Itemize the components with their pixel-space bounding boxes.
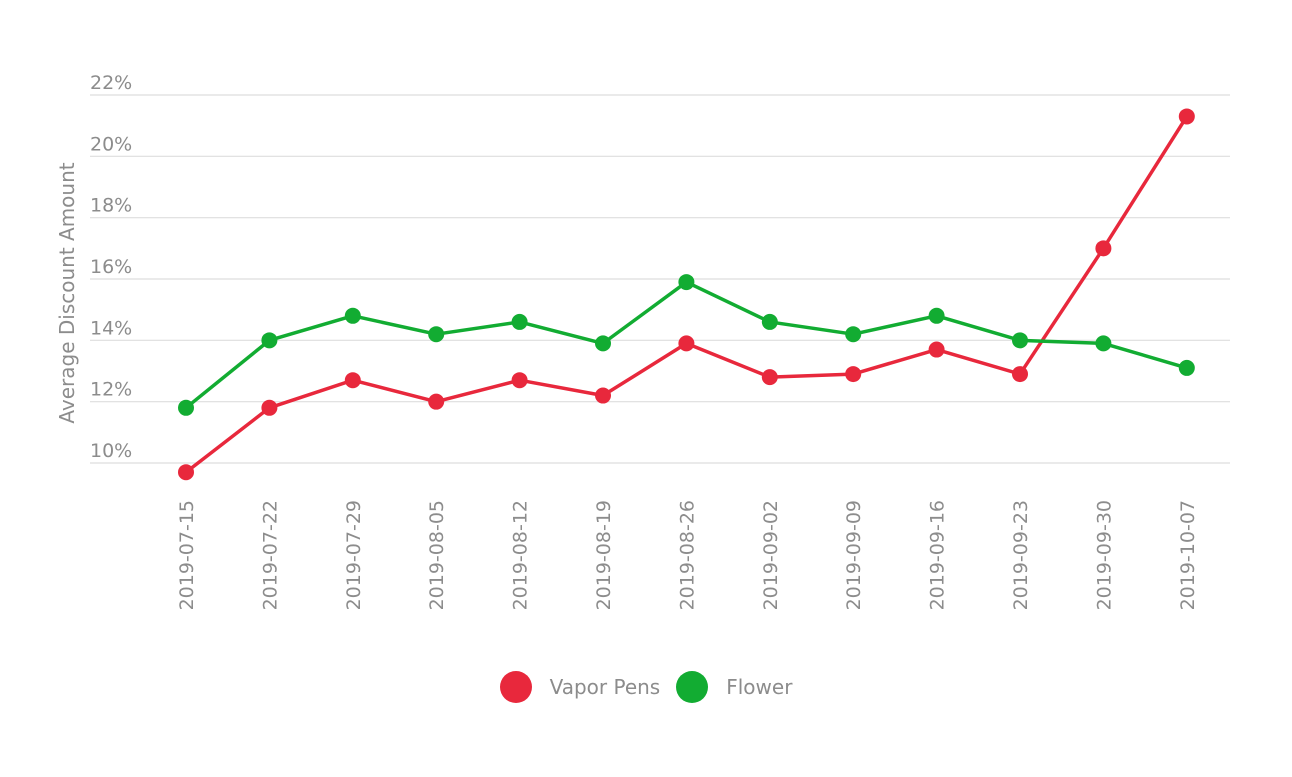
data-point bbox=[595, 335, 611, 352]
legend-item: Flower bbox=[676, 671, 792, 703]
data-point bbox=[344, 372, 361, 389]
legend-item: Vapor Pens bbox=[499, 671, 661, 703]
x-tick-label: 2019-09-09 bbox=[843, 500, 865, 610]
legend-marker bbox=[676, 671, 709, 703]
y-tick-label: 20% bbox=[90, 133, 132, 155]
data-point bbox=[678, 335, 695, 352]
y-tick-label: 18% bbox=[90, 195, 132, 217]
y-axis-label: Average Discount Amount bbox=[55, 162, 79, 423]
x-tick-label: 2019-07-22 bbox=[259, 500, 281, 610]
x-tick-label: 2019-07-29 bbox=[343, 500, 365, 610]
legend: Vapor Pens Flower bbox=[0, 671, 1292, 703]
data-point bbox=[261, 332, 278, 349]
data-point bbox=[1095, 240, 1112, 257]
data-point bbox=[178, 399, 194, 416]
y-tick-label: 10% bbox=[90, 440, 132, 462]
data-point bbox=[845, 326, 862, 343]
data-point bbox=[595, 387, 611, 404]
y-tick-label: 14% bbox=[90, 317, 132, 339]
data-point bbox=[511, 313, 528, 330]
data-point bbox=[261, 399, 278, 416]
x-tick-label: 2019-08-05 bbox=[426, 500, 448, 610]
y-tick-label: 12% bbox=[90, 379, 132, 401]
data-point bbox=[1178, 359, 1195, 376]
x-tick-label: 2019-07-15 bbox=[176, 500, 198, 610]
data-point bbox=[511, 372, 528, 389]
grid-lines bbox=[90, 94, 1230, 464]
line-chart: 10% 12% 14% 16% 18% 20% 22% Average Discount A… bbox=[55, 72, 1230, 610]
data-point bbox=[344, 307, 361, 324]
data-point bbox=[761, 313, 778, 330]
x-tick-label: 2019-09-16 bbox=[927, 500, 949, 610]
y-tick-label: 22% bbox=[90, 72, 132, 94]
y-tick-label: 16% bbox=[90, 256, 132, 278]
series-line-0 bbox=[184, 115, 1189, 474]
y-axis-ticks: 10% 12% 14% 16% 18% 20% 22% bbox=[90, 72, 132, 462]
x-tick-label: 2019-08-12 bbox=[510, 500, 532, 610]
x-tick-label: 2019-10-07 bbox=[1177, 500, 1199, 610]
data-point bbox=[1012, 332, 1028, 349]
legend-marker bbox=[499, 671, 532, 703]
data-point bbox=[1178, 108, 1195, 125]
data-point bbox=[678, 274, 695, 291]
legend-label: Vapor Pens bbox=[549, 675, 661, 699]
x-tick-label: 2019-08-19 bbox=[593, 500, 615, 610]
data-point bbox=[428, 393, 445, 410]
x-axis-ticks: 2019-07-15 2019-07-22 2019-07-29 2019-08-05… bbox=[176, 500, 1199, 610]
data-point bbox=[845, 366, 862, 383]
x-tick-label: 2019-09-30 bbox=[1093, 500, 1115, 610]
series-group bbox=[178, 108, 1195, 481]
data-point bbox=[1095, 335, 1112, 352]
legend-label: Flower bbox=[726, 675, 793, 699]
data-point bbox=[761, 369, 778, 386]
x-tick-label: 2019-09-02 bbox=[760, 500, 782, 610]
x-tick-label: 2019-09-23 bbox=[1010, 500, 1032, 610]
data-point bbox=[1012, 366, 1028, 383]
x-tick-label: 2019-08-26 bbox=[676, 500, 698, 610]
data-point bbox=[928, 307, 945, 324]
data-point bbox=[178, 464, 194, 481]
data-point bbox=[428, 326, 445, 343]
data-point bbox=[928, 341, 945, 358]
